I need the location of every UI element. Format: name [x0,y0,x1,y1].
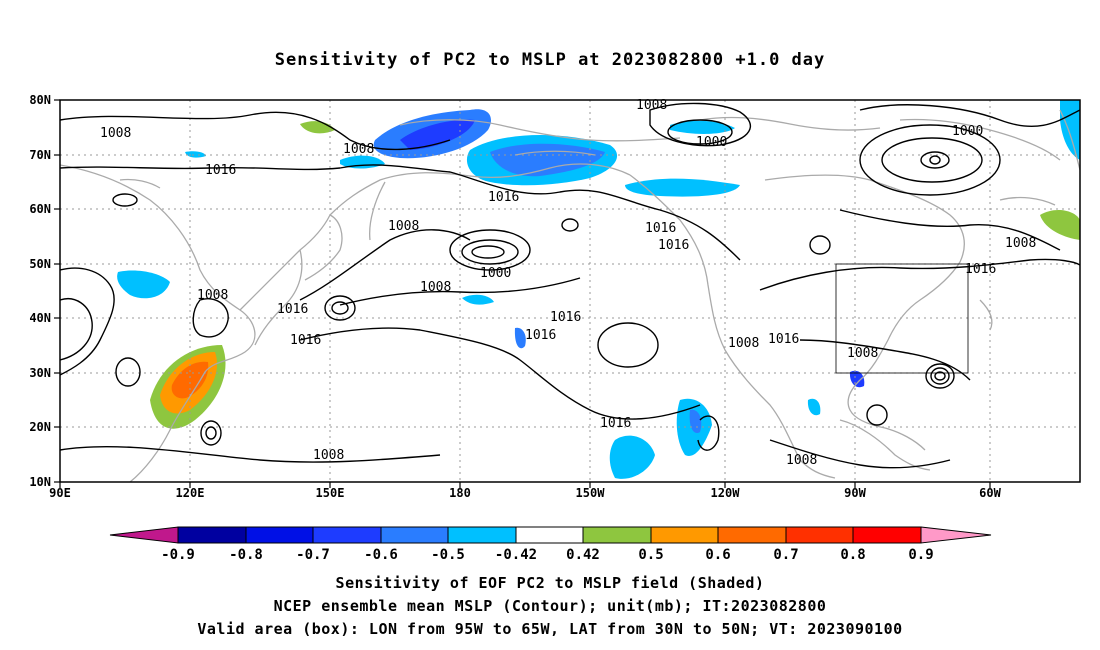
lat-tick-label: 20N [29,420,51,434]
contour-label: 1016 [277,302,308,317]
caption-line-3: Valid area (box): LON from 95W to 65W, L… [197,620,903,638]
shade-blue-midpac [514,327,526,349]
shade-darkorange-taiwan [171,361,209,399]
map-panel [60,100,1080,482]
colorbar-segment [650,526,719,544]
lon-tick-label: 180 [449,486,471,500]
mslp-contours [60,102,1080,469]
colorbar-segment [177,526,247,544]
colorbar-label: 0.9 [908,547,933,563]
colorbar-high-extend [920,526,992,544]
shade-cyan-arctic [670,120,735,134]
sensitivity-shading [117,100,1080,479]
lat-tick-label: 10N [29,475,51,489]
contour-label: 1016 [290,333,321,348]
contour-label: 1008 [728,336,759,351]
colorbar-label: 0.42 [566,547,600,563]
lon-tick-label: 150E [316,486,345,500]
contour-label: 1016 [965,262,996,277]
colorbar-segment [582,526,652,544]
lat-tick-label: 50N [29,257,51,271]
shade-green-atlantic [1040,209,1080,240]
contour-label: 1000 [696,135,727,150]
lon-axis-labels: 90E 120E 150E 180 150W 120W 90W 60W [49,486,1001,500]
shade-blue-caribbean [849,370,865,388]
shade-cyan-gulfmex [807,398,821,416]
contour-label-group: 1008 1016 1008 1016 1008 1000 1008 1016 … [100,98,1036,468]
colorbar-segment [785,526,854,544]
lon-tick-label: 60W [979,486,1001,500]
colorbar-segment [447,526,517,544]
contour-label: 1000 [480,266,511,281]
shade-cyan-okhotsk [117,270,170,299]
colorbar-segment [515,526,584,544]
shade-blue-tropical-e [689,409,702,434]
lat-tick-label: 60N [29,202,51,216]
lon-tick-label: 120E [176,486,205,500]
colorbar-segment [852,526,922,544]
colorbar-label: -0.6 [364,547,398,563]
colorbar-label: 0.5 [638,547,663,563]
colorbar-segment [245,526,314,544]
shade-cyan-gulf [625,178,740,197]
colorbar-label: 0.7 [773,547,798,563]
colorbar-labels: -0.9 -0.8 -0.7 -0.6 -0.5 -0.42 0.42 0.5 … [161,547,934,563]
lat-axis-labels: 80N 70N 60N 50N 40N 30N 20N 10N [29,93,51,489]
colorbar-label: 0.8 [840,547,865,563]
contour-label: 1008 [636,98,667,113]
colorbar-segment [312,526,382,544]
caption-line-2: NCEP ensemble mean MSLP (Contour); unit(… [273,597,827,615]
lat-tick-label: 70N [29,148,51,162]
colorbar-low-extend [109,526,179,544]
graticule [60,100,1080,482]
contour-label: 1008 [343,142,374,157]
contour-label: 1016 [768,332,799,347]
valid-area-box [835,263,969,374]
colorbar-label: -0.5 [431,547,465,563]
lat-tick-label: 40N [29,311,51,325]
colorbar-label: -0.8 [229,547,263,563]
lat-tick-label: 80N [29,93,51,107]
lon-tick-label: 90E [49,486,71,500]
chart-title: Sensitivity of PC2 to MSLP at 2023082800… [274,50,826,70]
contour-label: 1016 [205,163,236,178]
colorbar-segment [717,526,787,544]
lon-tick-label: 150W [576,486,606,500]
contour-label: 1008 [420,280,451,295]
colorbar-segment [380,526,449,544]
colorbar-label: 0.6 [705,547,730,563]
shade-cyan-siberia [185,151,206,158]
colorbar-label: -0.42 [495,547,537,563]
axis-ticks [54,99,991,488]
contour-label: 1016 [658,238,689,253]
colorbar-label: -0.9 [161,547,195,563]
contour-label: 1008 [388,219,419,234]
contour-label: 1016 [525,328,556,343]
map-frame [59,99,1081,483]
colorbar-label: -0.7 [296,547,330,563]
shade-blue-pacific-north-core [400,119,475,150]
shade-cyan-mexico [609,435,655,479]
lat-tick-label: 30N [29,366,51,380]
caption-line-1: Sensitivity of EOF PC2 to MSLP field (Sh… [335,574,765,592]
contour-label: 1008 [100,126,131,141]
contour-label: 1016 [550,310,581,325]
contour-label: 1016 [645,221,676,236]
contour-label: 1000 [952,124,983,139]
shade-cyan-midpac [462,294,494,305]
lon-tick-label: 90W [844,486,866,500]
lon-tick-label: 120W [711,486,741,500]
contour-label: 1008 [197,288,228,303]
contour-label: 1008 [786,453,817,468]
colorbar [109,526,992,544]
contour-label: 1016 [600,416,631,431]
contour-label: 1008 [313,448,344,463]
shade-cyan-arctic-ne [1060,100,1080,160]
coastlines [60,109,1080,482]
contour-label: 1016 [488,190,519,205]
contour-label: 1008 [1005,236,1036,251]
contour-label: 1008 [847,346,878,361]
